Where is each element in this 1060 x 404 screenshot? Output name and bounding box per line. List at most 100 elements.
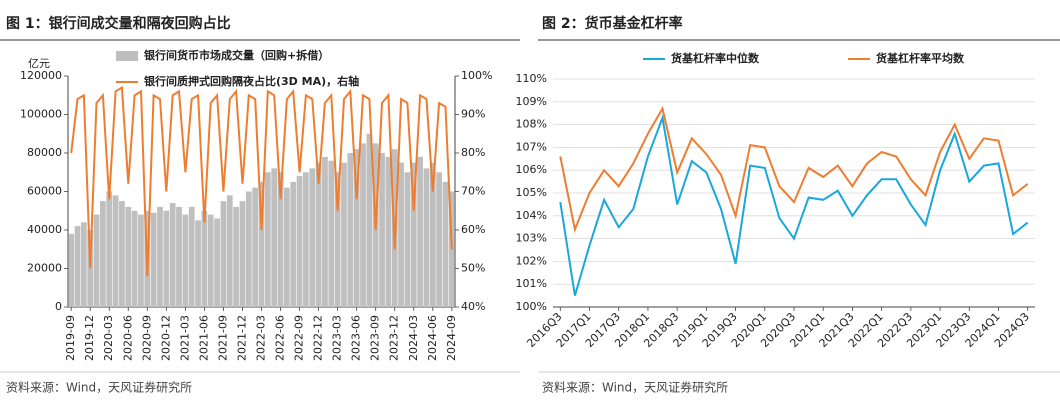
bar [290,181,297,307]
x-tick-label: 2019-12 [83,315,96,361]
y2-tick-label: 40% [461,300,485,313]
legend-swatch [116,51,138,61]
x-tick-label: 2023-06 [350,315,363,361]
bar [125,206,132,307]
bar [353,149,360,307]
bar [328,160,335,307]
x-tick-label: 2020-03 [102,315,115,361]
legend-label: 银行间质押式回购隔夜占比(3D MA)，右轴 [144,74,359,88]
y-tick-label: 20000 [27,262,62,275]
y2-tick-label: 80% [461,146,485,159]
bar [157,206,163,307]
bar [284,187,290,307]
bar [150,212,157,307]
bar [112,195,119,307]
y-tick-label: 100000 [20,108,62,121]
chart-title: 图 1：银行间成交量和隔夜回购占比 [6,15,231,32]
bar [68,233,75,307]
bar [271,168,278,307]
y2-tick-label: 100% [461,69,492,82]
x-tick-label: 2024-09 [445,315,458,361]
y-tick-label: 100% [516,300,547,313]
x-tick-label: 2022-12 [312,315,325,361]
x-tick-label: 2023-09 [369,315,382,361]
y-tick-label: 120000 [20,69,62,82]
y-axis-label: 亿元 [28,57,50,70]
y-tick-label: 108% [516,118,547,131]
y2-tick-label: 60% [461,223,485,236]
bar [74,226,81,307]
bar [322,156,328,307]
y-tick-label: 103% [516,232,547,245]
bar [176,206,182,307]
y-tick-label: 101% [516,277,547,290]
bar [410,162,417,307]
bar [252,187,259,307]
bar [106,191,113,307]
source: 资料来源：Wind，天风证券研究所 [6,380,192,395]
bar [169,203,176,307]
bar [341,162,347,307]
y-tick-label: 110% [516,72,547,85]
y-tick-label: 106% [516,163,547,176]
y-tick-label: 40000 [27,223,62,236]
bar [239,201,246,307]
x-tick-label: 2020-12 [159,315,172,361]
bar [131,210,138,307]
x-tick-label: 2021-06 [197,315,210,361]
y-tick-label: 60000 [27,185,62,198]
y2-tick-label: 50% [461,262,485,275]
y-tick-label: 107% [516,140,547,153]
bar [226,195,233,307]
bar [182,214,189,307]
bar [398,162,404,307]
x-tick-label: 2023-03 [331,315,344,361]
bar [188,206,195,307]
bar [201,210,208,307]
bar [436,172,443,307]
bar [207,214,214,307]
bar [220,201,227,307]
bar [296,176,303,307]
source: 资料来源：Wind，天风证券研究所 [542,380,728,395]
bar [80,222,87,307]
bar [315,162,322,307]
x-tick-label: 2020-09 [140,315,153,361]
bar [334,172,341,307]
bar [195,220,201,307]
bar [163,210,170,307]
x-tick-label: 2022-03 [255,315,268,361]
x-tick-label: 2023-12 [388,315,401,361]
y-tick-label: 104% [516,209,547,222]
legend-label: 银行间货币市场成交量（回购+拆借） [144,48,329,62]
x-tick-label: 2021-03 [178,315,191,361]
y2-tick-label: 90% [461,108,485,121]
bar [277,172,284,307]
bar [245,191,252,307]
bar [93,214,100,307]
y2-tick-label: 70% [461,185,485,198]
y-tick-label: 105% [516,186,547,199]
bar [429,162,436,307]
x-tick-label: 2024-06 [426,315,439,361]
bar [264,172,271,307]
y-tick-label: 80000 [27,146,62,159]
bar [214,218,220,307]
bar [303,172,309,307]
x-tick-label: 2022-06 [274,315,287,361]
line [559,105,1029,233]
x-tick-label: 2021-12 [235,315,248,361]
bar [423,168,430,307]
bar [100,201,106,307]
bar [442,181,449,307]
bar [347,153,354,307]
bar [379,153,385,307]
x-tick-label: 2020-06 [121,315,134,361]
line [70,85,453,277]
x-tick-label: 2019-09 [64,315,77,361]
chart-title: 图 2：货币基金杠杆率 [542,15,683,32]
bar [385,156,392,307]
bar [417,156,423,307]
bar [233,206,239,307]
